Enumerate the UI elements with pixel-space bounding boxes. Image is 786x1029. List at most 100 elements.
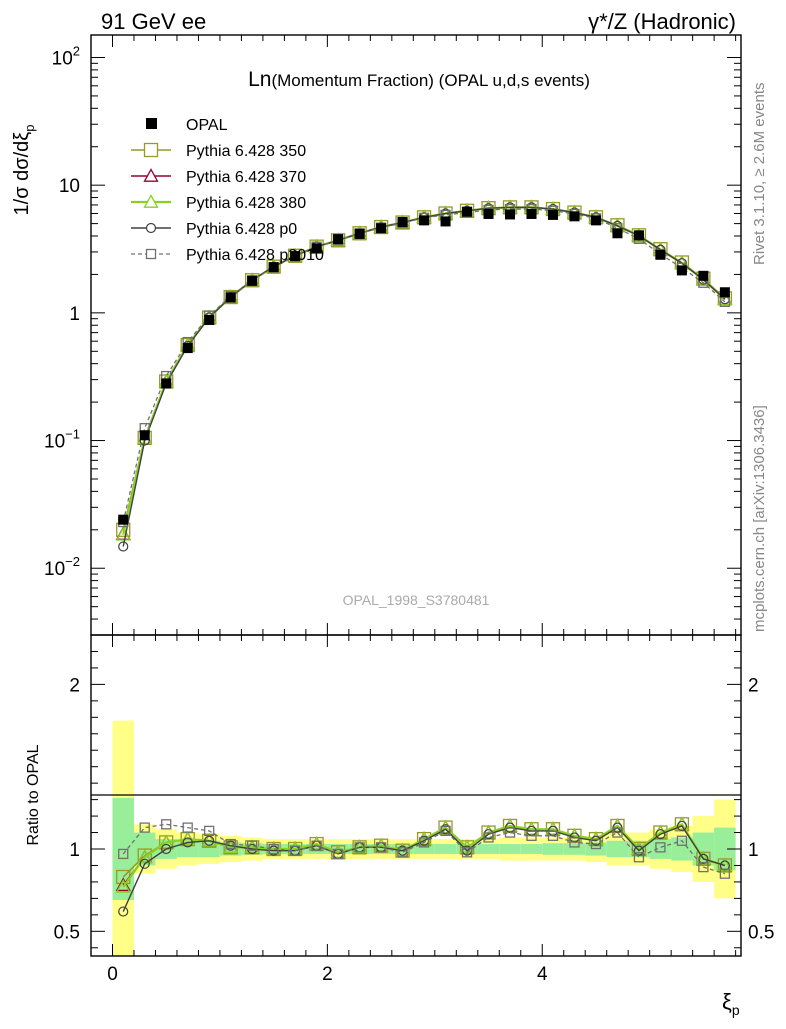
ratio-band-inner	[370, 844, 392, 854]
ratio-band-inner	[542, 843, 564, 855]
data-point-opal	[268, 262, 279, 273]
data-point-opal	[505, 209, 516, 220]
legend-label: Pythia 6.428 350	[186, 143, 306, 160]
ratio-band-inner	[348, 844, 371, 854]
data-point-opal	[139, 430, 150, 441]
ratio-point-p0	[676, 820, 688, 832]
data-point-opal	[182, 343, 193, 354]
data-point-opal	[290, 251, 301, 262]
ratio-point-p2010	[719, 868, 731, 879]
ratio-point-p380	[674, 816, 690, 831]
plot-title: Ln(Momentum Fraction) (OPAL u,d,s events…	[248, 68, 590, 91]
data-point-opal	[311, 243, 322, 254]
ratio-frame	[90, 634, 742, 957]
rivet-version-text: Rivet 3.1.10, ≥ 2.6M events	[751, 83, 768, 266]
ratio-point-p2010	[268, 843, 279, 855]
data-point-opal	[225, 292, 236, 303]
ratio-x-tick-label: 2	[322, 964, 333, 985]
ratio-point-p380	[566, 827, 583, 842]
ratio-band-inner	[606, 840, 629, 858]
ratio-y-tick-label-right: 2	[748, 675, 759, 696]
main-y-tick-label: 1	[69, 304, 80, 325]
watermark: OPAL_1998_S3780481	[343, 592, 490, 608]
legend-marker-p370	[143, 168, 159, 182]
legend-marker-p350	[143, 142, 159, 158]
data-point-opal	[698, 270, 709, 281]
ratio-band-inner	[520, 844, 543, 854]
ratio-axes: 0 2 4 0.5 0.5 1 1 2 2	[54, 635, 774, 985]
ratio-band-inner	[649, 839, 672, 859]
ratio-point-p2010	[440, 825, 451, 837]
legend-label: Pythia 6.428 370	[186, 169, 306, 186]
main-point-p380	[717, 291, 733, 306]
data-point-opal	[419, 215, 430, 226]
main-y-tick-exp: 2	[73, 43, 80, 58]
ratio-point-p2010	[161, 819, 172, 830]
header-left: 91 GeV ee	[101, 9, 206, 34]
plot-title-prefix: Ln	[248, 68, 271, 91]
ratio-point-p2010	[354, 842, 365, 853]
ratio-xlabel-text: ξ	[722, 989, 732, 1014]
ratio-point-p380	[201, 832, 217, 847]
ratio-series	[115, 816, 733, 917]
ratio-point-p2010	[118, 848, 129, 860]
ratio-point-p2010	[569, 837, 580, 848]
main-point-p2010	[719, 296, 731, 307]
ratio-point-p2010	[289, 845, 301, 856]
ratio-point-p0	[204, 835, 215, 846]
ratio-point-p0	[161, 843, 172, 855]
ratio-band-inner	[391, 844, 414, 854]
main-series	[115, 199, 733, 552]
data-point-opal	[462, 206, 473, 217]
ratio-point-p0	[118, 906, 129, 917]
main-y-tick-exp: −1	[65, 427, 80, 442]
legend-label: Pythia 6.428 p2010	[186, 247, 324, 264]
ratio-point-p0	[698, 853, 709, 864]
ratio-point-p2010	[247, 840, 258, 851]
ratio-point-p380	[309, 836, 325, 850]
ratio-point-p380	[180, 831, 196, 845]
ratio-band-inner	[499, 844, 521, 854]
ratio-point-p2010	[547, 830, 559, 841]
ratio-panel: 0 2 4 0.5 0.5 1 1 2 2 Ratio to OPAL ξp	[25, 634, 774, 1018]
ratio-band-inner	[563, 843, 586, 855]
ratio-point-p370	[115, 877, 131, 892]
ratio-band-inner	[714, 827, 736, 871]
ratio-point-p380	[137, 849, 153, 864]
ratio-point-p380	[158, 834, 174, 849]
ratio-y-tick-label-left: 0.5	[54, 922, 80, 943]
data-point-opal	[590, 215, 601, 226]
source-text: mcplots.cern.ch [arXiv:1306.3436]	[751, 405, 768, 632]
ratio-point-p2010	[375, 842, 387, 853]
ratio-point-p2010	[225, 838, 236, 850]
ratio-point-p2010	[204, 825, 215, 837]
main-y-tick-base: 10	[44, 559, 65, 580]
ratio-point-p2010	[332, 848, 344, 860]
ratio-point-p0	[719, 860, 730, 871]
ratio-point-p2010	[504, 827, 516, 838]
main-y-tick-exp: −2	[65, 554, 80, 569]
data-point-opal	[655, 249, 666, 260]
ratio-y-tick-label-right: 1	[748, 840, 759, 861]
data-point-opal	[376, 223, 387, 234]
ratio-point-p380	[373, 837, 389, 852]
ratio-x-tick-label: 0	[107, 964, 118, 985]
ratio-point-p0	[139, 858, 150, 869]
data-point-opal	[118, 514, 129, 525]
ratio-point-p380	[609, 818, 626, 832]
ratio-point-p2010	[182, 822, 193, 833]
ratio-xlabel-sub: p	[732, 1002, 740, 1018]
data-point-opal	[612, 228, 623, 239]
legend-marker-opal	[146, 118, 157, 129]
ratio-ylabel: Ratio to OPAL	[25, 744, 42, 845]
ratio-y-tick-label-right: 0.5	[748, 922, 774, 943]
ratio-point-p2010	[612, 827, 623, 838]
ratio-point-p380	[502, 818, 518, 832]
ratio-point-p380	[545, 821, 561, 836]
header-right: γ*/Z (Hadronic)	[588, 9, 736, 34]
ratio-point-p380	[652, 824, 669, 839]
ratio-series-line-p380	[122, 822, 726, 888]
ratio-point-p2010	[483, 832, 494, 843]
main-point-p0	[118, 541, 129, 552]
